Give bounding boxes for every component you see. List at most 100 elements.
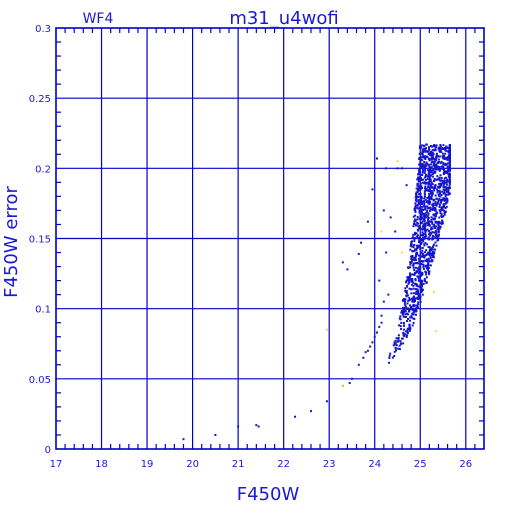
scatter-point <box>442 181 445 184</box>
scatter-point <box>417 229 420 232</box>
x-tick-label: 19 <box>141 459 154 470</box>
scatter-point <box>423 244 426 247</box>
scatter-point <box>421 252 424 255</box>
scatter-point <box>415 308 418 311</box>
scatter-point <box>448 149 451 152</box>
scatter-point <box>435 225 438 228</box>
scatter-point <box>430 197 433 200</box>
scatter-point <box>420 210 423 213</box>
scatter-point <box>441 182 444 185</box>
scatter-point <box>410 306 413 309</box>
scatter-point <box>433 185 436 188</box>
scatter-point <box>414 214 417 217</box>
scatter-point <box>382 300 385 303</box>
scatter-point <box>415 284 418 287</box>
scatter-point <box>421 293 424 296</box>
scatter-point <box>430 252 433 255</box>
scatter-point <box>448 174 451 177</box>
panel-label: WF4 <box>83 11 114 27</box>
scatter-point <box>422 236 425 239</box>
scatter-point <box>420 273 423 276</box>
scatter-point <box>411 297 414 300</box>
scatter-point <box>406 334 409 337</box>
scatter-point <box>429 256 432 259</box>
scatter-point <box>444 162 447 165</box>
scatter-point <box>431 183 434 186</box>
scatter-point <box>441 222 444 225</box>
scatter-point <box>400 311 403 314</box>
scatter-point <box>357 363 360 366</box>
scatter-point <box>422 254 425 257</box>
scatter-point <box>448 158 451 161</box>
scatter-point <box>414 279 417 282</box>
scatter-point <box>443 177 446 180</box>
scatter-point <box>414 196 417 199</box>
scatter-point <box>420 289 423 292</box>
scatter-point <box>428 249 431 252</box>
scatter-point <box>409 248 412 251</box>
x-tick-label: 25 <box>414 459 427 470</box>
scatter-point <box>424 242 427 245</box>
scatter-point <box>431 227 434 230</box>
scatter-point <box>428 273 431 276</box>
scatter-point <box>394 346 397 349</box>
scatter-point <box>427 202 430 205</box>
scatter-point <box>419 246 422 249</box>
scatter-point <box>428 165 431 168</box>
scatter-point <box>422 238 425 241</box>
scatter-point <box>423 219 426 222</box>
scatter-point <box>373 335 376 338</box>
scatter-point <box>447 191 450 194</box>
scatter-point <box>438 189 441 192</box>
scatter-point <box>440 199 443 202</box>
scatter-point <box>430 153 433 156</box>
scatter-point <box>415 232 418 235</box>
scatter-point <box>424 212 427 215</box>
scatter-point <box>416 245 419 248</box>
scatter-point <box>407 310 410 313</box>
scatter-point <box>432 243 435 246</box>
scatter-point <box>415 307 418 310</box>
scatter-point <box>444 157 447 160</box>
scatter-point <box>431 149 434 152</box>
scatter-point <box>419 300 422 303</box>
x-tick-label: 24 <box>368 459 381 470</box>
scatter-point <box>423 222 426 225</box>
scatter-point <box>416 190 419 193</box>
scatter-point <box>413 236 416 239</box>
scatter-point <box>394 342 397 345</box>
scatter-point <box>401 251 404 254</box>
scatter-point <box>438 220 441 223</box>
scatter-point <box>420 271 423 274</box>
scatter-point <box>417 237 420 240</box>
scatter-point <box>446 165 449 168</box>
scatter-point <box>421 181 424 184</box>
scatter-point <box>418 156 421 159</box>
scatter-point <box>427 266 430 269</box>
scatter-point <box>415 197 418 200</box>
scatter-point <box>420 196 423 199</box>
scatter-point <box>441 219 444 222</box>
scatter-point <box>424 273 427 276</box>
scatter-point <box>397 338 400 341</box>
scatter-point <box>443 212 446 215</box>
scatter-point <box>444 195 447 198</box>
scatter-point <box>421 217 424 220</box>
scatter-point <box>410 292 413 295</box>
scatter-point <box>413 238 416 241</box>
scatter-point <box>405 315 408 318</box>
scatter-point <box>442 197 445 200</box>
scatter-point <box>419 255 422 258</box>
scatter-point <box>411 278 414 281</box>
scatter-point <box>448 182 451 185</box>
scatter-point <box>424 280 427 283</box>
scatter-point <box>391 356 394 359</box>
scatter-point <box>369 345 372 348</box>
scatter-point <box>405 290 408 293</box>
scatter-point <box>447 151 450 154</box>
scatter-point <box>441 179 444 182</box>
scatter-point <box>393 341 396 344</box>
scatter-point <box>444 206 447 209</box>
scatter-point <box>432 169 435 172</box>
scatter-point <box>416 222 419 225</box>
